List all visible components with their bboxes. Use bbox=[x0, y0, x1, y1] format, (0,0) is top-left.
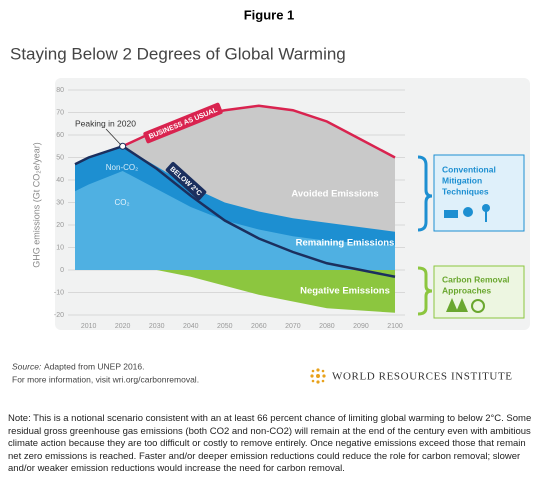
annotation: Avoided Emissions bbox=[291, 189, 378, 200]
annotation: Peaking in 2020 bbox=[75, 118, 136, 128]
y-tick-label: 20 bbox=[56, 222, 64, 229]
figure-label: Figure 1 bbox=[244, 7, 295, 22]
side-box-text: Conventional bbox=[442, 164, 496, 174]
area bbox=[75, 171, 395, 270]
x-tick-label: 2050 bbox=[217, 323, 233, 330]
x-tick-label: 2090 bbox=[353, 323, 369, 330]
source-label: Source: bbox=[12, 361, 42, 371]
x-tick-label: 2010 bbox=[81, 323, 97, 330]
series-label: Non-CO₂ bbox=[106, 163, 138, 172]
y-tick-label: -10 bbox=[54, 289, 64, 296]
x-tick-label: 2080 bbox=[319, 323, 335, 330]
more-info: For more information, visit wri.org/carb… bbox=[12, 374, 199, 384]
x-tick-label: 2070 bbox=[285, 323, 301, 330]
x-tick-label: 2040 bbox=[183, 323, 199, 330]
x-tick-label: 2020 bbox=[115, 323, 131, 330]
area bbox=[75, 270, 395, 313]
y-tick-label: 10 bbox=[56, 244, 64, 251]
bracket bbox=[417, 266, 433, 316]
side-box bbox=[433, 154, 525, 232]
leader-line bbox=[105, 128, 122, 146]
tag-box bbox=[165, 161, 207, 201]
y-tick-label: 70 bbox=[56, 109, 64, 116]
note: Note: This is a notional scenario consis… bbox=[8, 413, 532, 475]
icons bbox=[444, 204, 490, 222]
x-tick-label: 2030 bbox=[149, 323, 165, 330]
side-box-text: Techniques bbox=[442, 186, 489, 196]
y-tick-label: -20 bbox=[54, 312, 64, 319]
side-box-text: Carbon Removal bbox=[442, 274, 510, 284]
y-tick-label: 30 bbox=[56, 199, 64, 206]
x-tick-label: 2060 bbox=[251, 323, 267, 330]
annotation: Remaining Emissions bbox=[296, 238, 395, 249]
series-label: CO₂ bbox=[114, 198, 129, 207]
source: Adapted from UNEP 2016. bbox=[44, 361, 145, 371]
icons bbox=[446, 298, 485, 313]
side-box-text: Mitigation bbox=[442, 175, 482, 185]
logo-mark bbox=[310, 368, 326, 384]
tag-box bbox=[143, 102, 223, 144]
chart-title: Staying Below 2 Degrees of Global Warmin… bbox=[10, 44, 346, 63]
y-tick-label: 80 bbox=[56, 87, 64, 94]
y-tick-label: 40 bbox=[56, 177, 64, 184]
y-tick-label: 50 bbox=[56, 154, 64, 161]
side-box-text: Approaches bbox=[442, 285, 491, 295]
line bbox=[74, 144, 396, 278]
bracket bbox=[417, 155, 433, 232]
y-tick-label: 0 bbox=[60, 267, 64, 274]
y-tick-label: 60 bbox=[56, 132, 64, 139]
y-axis-label: GHG emissions (Gt CO₂e/year) bbox=[31, 142, 41, 268]
chart: Figure 1 Staying Below 2 Degrees of Glob… bbox=[10, 7, 530, 384]
x-tick-label: 2100 bbox=[387, 323, 403, 330]
series-label: Negative Emissions bbox=[300, 286, 390, 297]
logo-text: WORLD RESOURCES INSTITUTE bbox=[332, 371, 513, 383]
